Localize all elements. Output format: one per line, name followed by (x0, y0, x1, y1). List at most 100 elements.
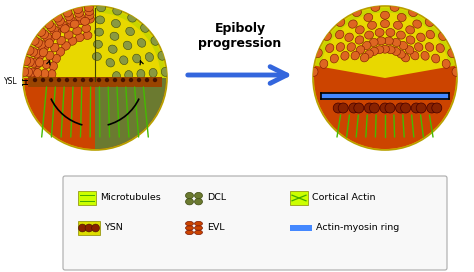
Ellipse shape (137, 69, 145, 79)
Ellipse shape (57, 36, 65, 45)
Ellipse shape (353, 8, 361, 17)
Ellipse shape (414, 43, 423, 51)
Ellipse shape (73, 27, 82, 35)
Ellipse shape (125, 70, 133, 79)
Ellipse shape (34, 39, 42, 47)
Ellipse shape (106, 58, 115, 67)
Ellipse shape (413, 20, 421, 28)
Circle shape (432, 103, 442, 113)
Ellipse shape (314, 49, 322, 58)
Text: Microtubules: Microtubules (100, 193, 161, 202)
Ellipse shape (326, 44, 334, 52)
Circle shape (73, 78, 77, 82)
Ellipse shape (65, 13, 73, 21)
Ellipse shape (64, 31, 73, 39)
Ellipse shape (185, 199, 193, 205)
Ellipse shape (364, 13, 373, 21)
Circle shape (354, 103, 364, 113)
Ellipse shape (83, 32, 92, 39)
Ellipse shape (421, 51, 429, 60)
Ellipse shape (375, 29, 384, 36)
Ellipse shape (43, 33, 52, 41)
Ellipse shape (76, 17, 85, 25)
Circle shape (396, 103, 406, 113)
Ellipse shape (151, 37, 159, 45)
Ellipse shape (381, 45, 390, 53)
Circle shape (338, 103, 348, 113)
Ellipse shape (36, 58, 44, 67)
Circle shape (65, 78, 69, 82)
Text: Actin-myosin ring: Actin-myosin ring (316, 224, 399, 233)
Bar (28, 77, 162, 87)
Ellipse shape (367, 21, 376, 29)
Ellipse shape (355, 36, 364, 44)
Ellipse shape (70, 20, 79, 28)
Ellipse shape (185, 192, 193, 199)
Ellipse shape (356, 26, 364, 34)
Circle shape (81, 78, 85, 82)
Ellipse shape (362, 41, 371, 50)
Ellipse shape (401, 53, 410, 62)
Ellipse shape (110, 32, 119, 40)
Ellipse shape (381, 20, 390, 28)
Ellipse shape (40, 30, 48, 39)
Ellipse shape (126, 27, 135, 36)
Ellipse shape (356, 46, 365, 54)
Ellipse shape (330, 54, 338, 63)
Ellipse shape (194, 221, 202, 226)
Ellipse shape (68, 37, 77, 45)
Text: YSN: YSN (104, 224, 123, 233)
Ellipse shape (60, 24, 68, 32)
Bar (78, 191, 96, 205)
Circle shape (85, 224, 93, 232)
Ellipse shape (97, 4, 106, 12)
Ellipse shape (29, 48, 37, 57)
Ellipse shape (50, 26, 58, 35)
Ellipse shape (34, 69, 42, 78)
Ellipse shape (397, 50, 405, 58)
Ellipse shape (25, 68, 33, 77)
Circle shape (145, 78, 149, 82)
Ellipse shape (28, 68, 36, 77)
Circle shape (385, 103, 395, 113)
Ellipse shape (436, 44, 444, 52)
Ellipse shape (31, 37, 39, 45)
Ellipse shape (37, 41, 46, 49)
Ellipse shape (323, 32, 331, 41)
Bar (321, 93, 449, 100)
Ellipse shape (369, 38, 378, 47)
Ellipse shape (48, 70, 56, 79)
Ellipse shape (381, 11, 390, 19)
Ellipse shape (397, 13, 406, 21)
Circle shape (313, 6, 457, 150)
Ellipse shape (39, 48, 47, 57)
Ellipse shape (45, 20, 54, 29)
Ellipse shape (406, 26, 415, 34)
Ellipse shape (386, 29, 395, 36)
Ellipse shape (30, 58, 38, 67)
Ellipse shape (82, 24, 91, 32)
Ellipse shape (52, 31, 61, 39)
Circle shape (97, 78, 101, 82)
Circle shape (380, 103, 390, 113)
Ellipse shape (448, 49, 456, 58)
Ellipse shape (146, 53, 154, 61)
Ellipse shape (405, 46, 414, 54)
Ellipse shape (194, 226, 202, 230)
Circle shape (137, 78, 141, 82)
Ellipse shape (348, 20, 357, 28)
Ellipse shape (336, 43, 345, 51)
Ellipse shape (22, 57, 30, 66)
Ellipse shape (194, 199, 202, 205)
Ellipse shape (371, 3, 380, 11)
Ellipse shape (149, 69, 157, 78)
Ellipse shape (21, 67, 29, 76)
FancyArrowPatch shape (188, 67, 287, 83)
Circle shape (333, 103, 343, 113)
Ellipse shape (36, 51, 45, 60)
Ellipse shape (55, 17, 64, 25)
Circle shape (121, 78, 125, 82)
Ellipse shape (452, 67, 460, 76)
Ellipse shape (62, 42, 70, 50)
Circle shape (401, 103, 410, 113)
